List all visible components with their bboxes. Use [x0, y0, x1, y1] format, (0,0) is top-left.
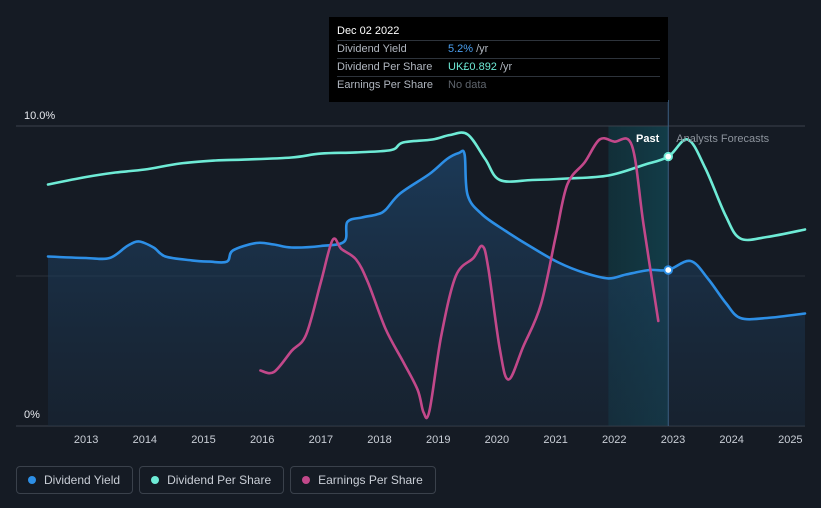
dividend-yield-area: [48, 150, 805, 427]
x-tick-label: 2015: [191, 434, 215, 446]
x-tick-label: 2019: [426, 434, 450, 446]
legend-label: Dividend Per Share: [167, 473, 272, 487]
tooltip-unit: /yr: [499, 61, 513, 73]
legend-dot-icon: [28, 476, 36, 484]
x-tick-label: 2014: [133, 434, 157, 446]
earnings-per-share-line: [259, 136, 660, 420]
tooltip-date: Dec 02 2022: [337, 23, 660, 41]
x-tick-label: 2016: [250, 434, 274, 446]
legend-label: Earnings Per Share: [318, 473, 423, 487]
legend: Dividend Yield Dividend Per Share Earnin…: [16, 466, 436, 494]
dividend-yield-line: [46, 149, 807, 321]
legend-label: Dividend Yield: [44, 473, 121, 487]
legend-dot-icon: [151, 476, 160, 484]
tooltip-value: UK£0.892: [448, 61, 497, 73]
x-tick-label: 2023: [661, 434, 685, 446]
dividend-yield-area: [48, 150, 805, 427]
legend-dot-icon: [302, 476, 311, 484]
tooltip-unit: /yr: [476, 43, 489, 55]
legend-item-dividend-per-share[interactable]: Dividend Per Share: [139, 466, 285, 494]
legend-item-earnings-per-share[interactable]: Earnings Per Share: [290, 466, 436, 494]
x-tick-label: 2020: [485, 434, 509, 446]
forecast-label: Analysts Forecasts: [676, 133, 769, 145]
tooltip-row-dividend-yield: Dividend Yield 5.2% /yr: [337, 41, 660, 59]
markers: [663, 151, 673, 275]
x-tick-label: 2025: [778, 434, 802, 446]
y-tick-label: 10.0%: [24, 110, 55, 122]
axis-labels: 10.0% 0% 2013 2014 2015 2016 2017 2018 2019 2020 2…: [24, 110, 803, 446]
x-tick-label: 2013: [74, 434, 98, 446]
tooltip: Dec 02 2022 Dividend Yield 5.2% /yr Divi…: [329, 17, 668, 102]
tooltip-label: Dividend Yield: [337, 43, 407, 55]
y-tick-label: 0%: [24, 409, 40, 421]
tooltip-value: 5.2%: [448, 43, 474, 55]
tooltip-label: Dividend Per Share: [337, 61, 433, 73]
tooltip-row-earnings-per-share: Earnings Per Share No data: [337, 77, 660, 94]
x-tick-label: 2017: [309, 434, 333, 446]
tooltip-row-dividend-per-share: Dividend Per Share UK£0.892 /yr: [337, 59, 660, 77]
legend-item-dividend-yield[interactable]: Dividend Yield: [16, 466, 134, 494]
x-tick-label: 2018: [367, 434, 391, 446]
x-tick-label: 2021: [543, 434, 567, 446]
dividend-yield-marker: [663, 265, 673, 275]
series-lines: [46, 131, 807, 420]
x-tick-label: 2024: [719, 434, 743, 446]
dividend-per-share-line: [46, 131, 807, 242]
tooltip-value: No data: [448, 79, 487, 91]
past-label: Past: [636, 133, 660, 145]
dividend-per-share-marker: [663, 151, 673, 162]
x-tick-label: 2022: [602, 434, 626, 446]
tooltip-label: Earnings Per Share: [337, 79, 433, 91]
